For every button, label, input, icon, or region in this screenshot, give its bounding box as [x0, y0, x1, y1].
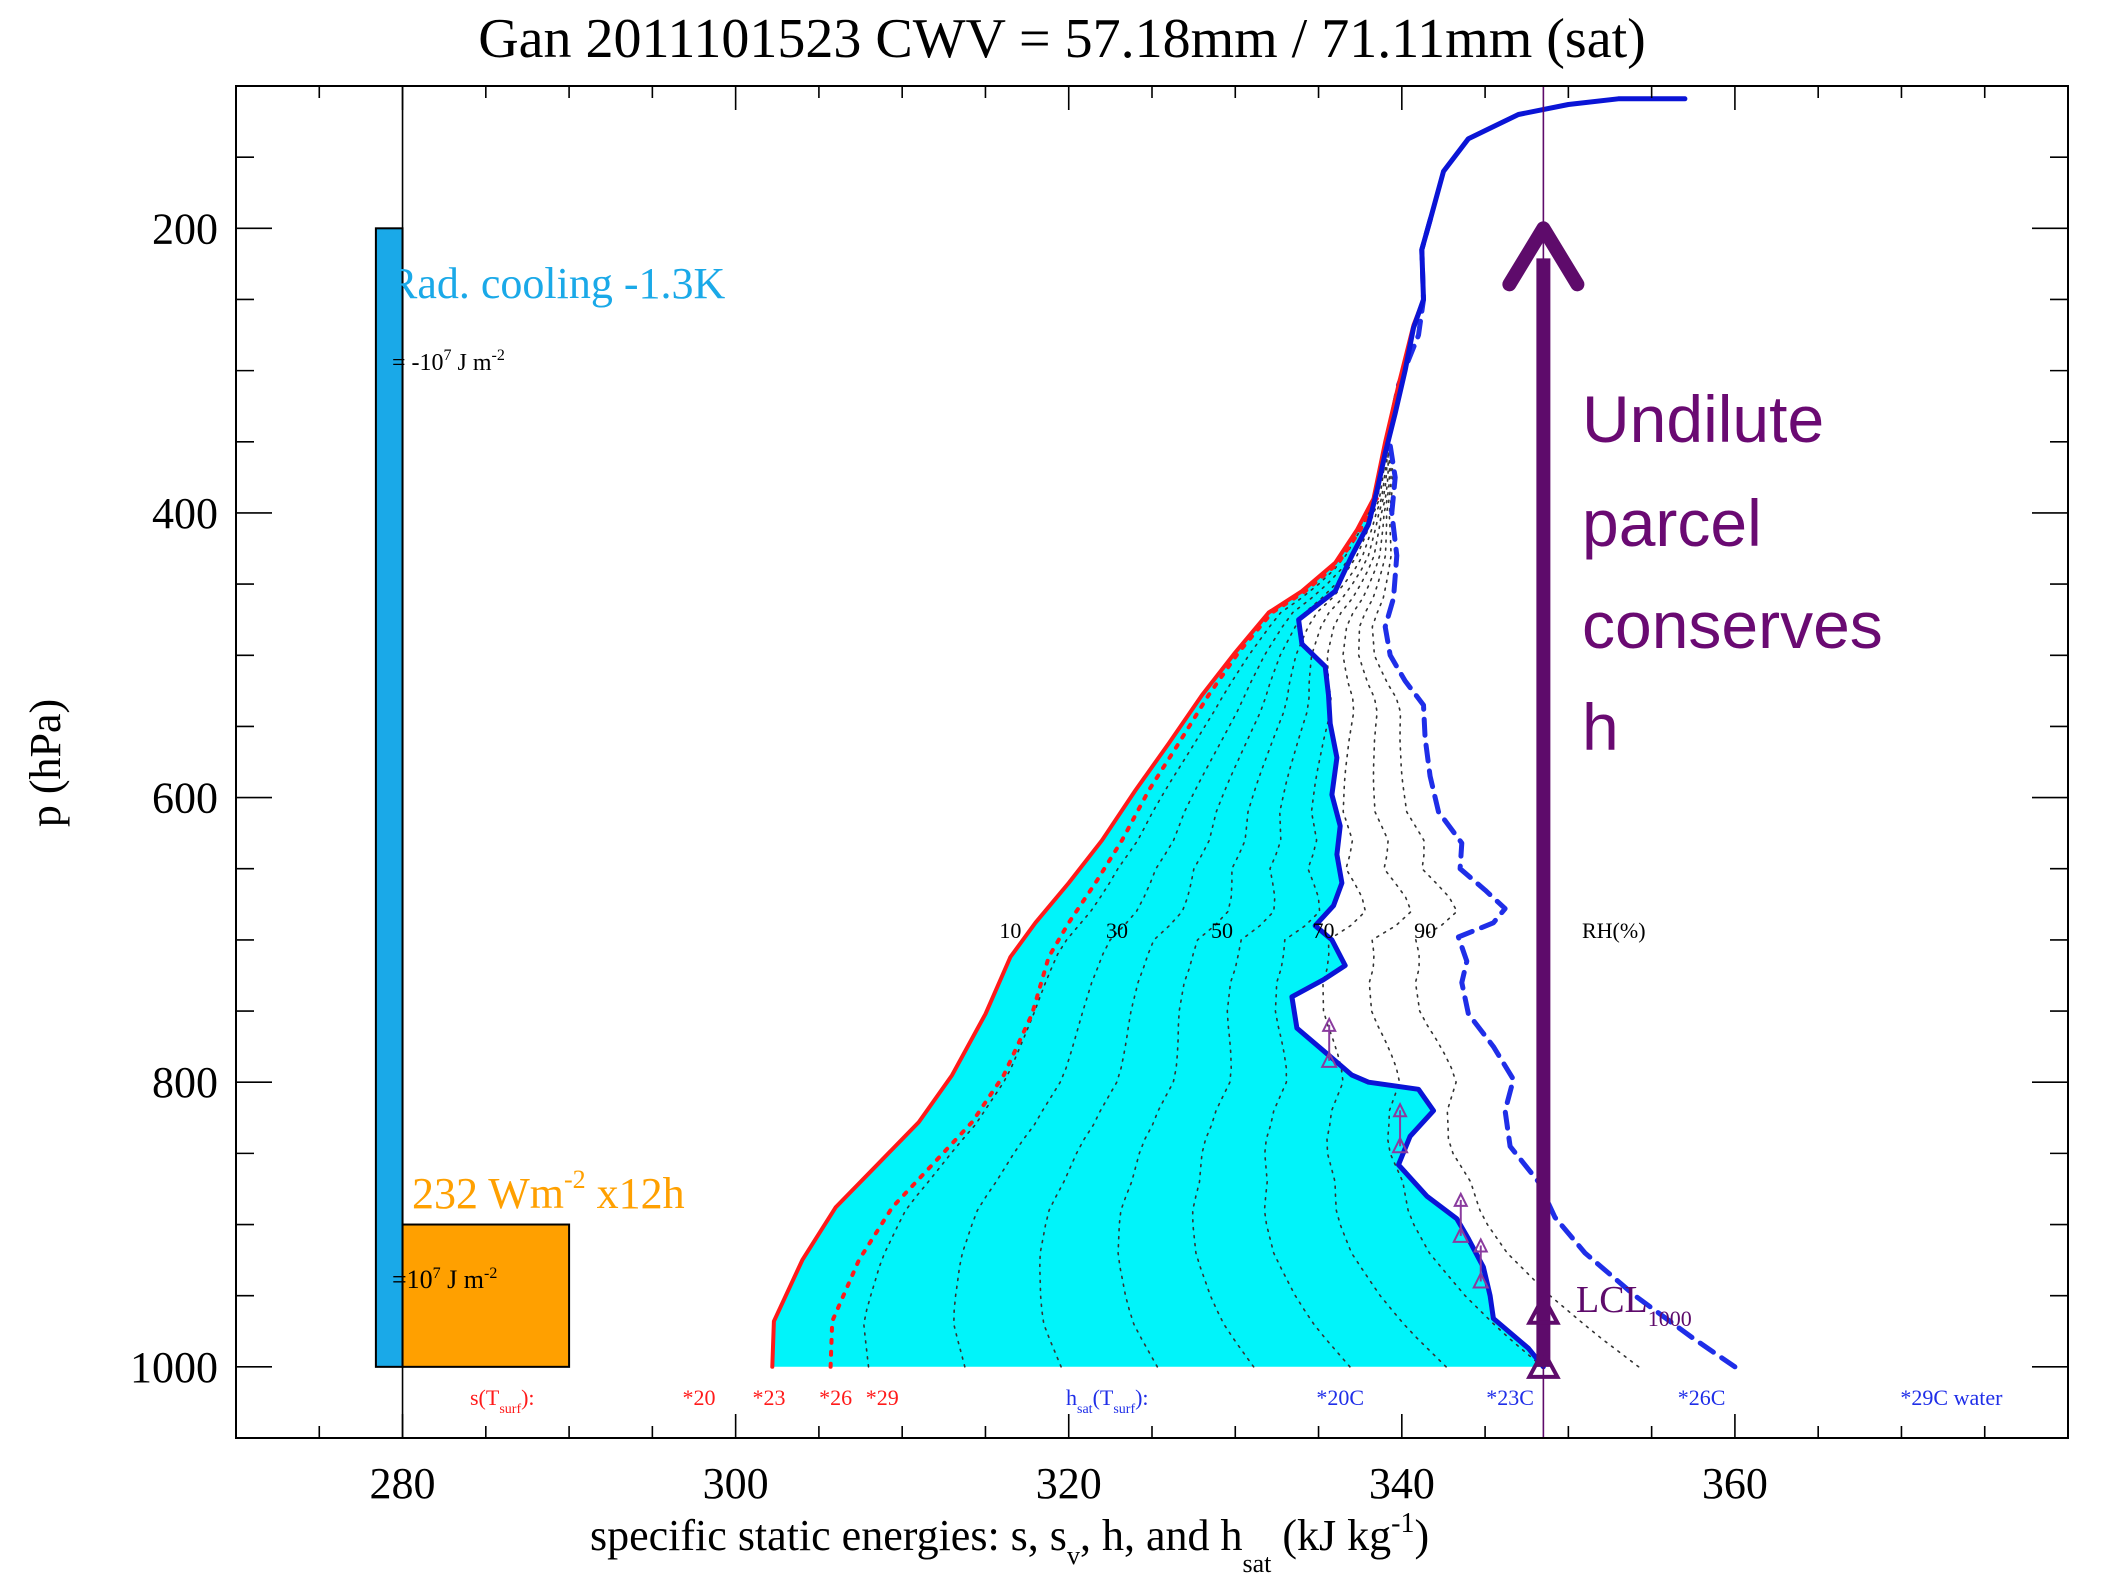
- energy-budget-bars: [374, 227, 571, 1368]
- rh-label-30: 30: [1106, 918, 1128, 943]
- parcel-text-line-2: parcel: [1582, 486, 1762, 560]
- x-axis-label-close: ): [1414, 1511, 1429, 1560]
- rh-percent-label: RH(%): [1582, 918, 1646, 943]
- rh-label-10: 10: [999, 918, 1021, 943]
- rh-label-70: 70: [1313, 918, 1335, 943]
- generated-labels: 280 300 320 340 360 200 400 600 800 1000 10 30 50 70 9…: [130, 204, 2003, 1508]
- s-surface-label-sub: surf: [499, 1402, 521, 1417]
- hsat-surface-label-suffix: ):: [1135, 1385, 1148, 1410]
- y-tick-label-1000: 1000: [130, 1343, 218, 1392]
- x-axis-label-sub-sat: sat: [1242, 1549, 1272, 1578]
- hsat-surface-label-prefix: h: [1066, 1385, 1077, 1410]
- surface-flux-label: 232 Wm-2 x12h: [412, 1165, 685, 1218]
- surface-flux-label-suffix: x12h: [586, 1169, 685, 1218]
- chart-title: Gan 2011101523 CWV = 57.18mm / 71.11mm (…: [478, 8, 1646, 70]
- h-profile-line: [1289, 96, 1688, 1370]
- parcel-arrow-group: [1320, 86, 1585, 1438]
- y-tick-label-200: 200: [152, 204, 218, 253]
- x-axis-label-main: specific static energies: s, s: [590, 1511, 1067, 1560]
- rh-isoline-10: [862, 369, 1404, 1368]
- x-axis-label: specific static energies: s, sv, h, and …: [590, 1508, 1429, 1578]
- lcl-label-sub: 1000: [1648, 1306, 1692, 1331]
- parcel-marker-base-2: [1452, 1225, 1470, 1243]
- x-tick-label-300: 300: [703, 1459, 769, 1508]
- y-tick-label-600: 600: [152, 774, 218, 823]
- parcel-marker-head-0: [1321, 1016, 1337, 1032]
- hsat-surface-mark-3: *29C water: [1900, 1385, 2003, 1410]
- parcel-marker-base-0: [1320, 1050, 1338, 1068]
- parcel-marker-head-2: [1453, 1191, 1469, 1207]
- hsat-surface-mark-2: *26C: [1678, 1385, 1726, 1410]
- surface-flux-energy-sup: 7: [433, 1265, 441, 1282]
- rh-isoline-30: [1038, 369, 1404, 1368]
- rh-label-90: 90: [1414, 918, 1436, 943]
- parcel-marker-base-1: [1391, 1136, 1409, 1154]
- hsat-surface-label-sub1: sat: [1077, 1402, 1093, 1417]
- lcl-label-main: LCL: [1576, 1279, 1648, 1321]
- y-tick-label-800: 800: [152, 1058, 218, 1107]
- rad-cooling-energy-main: = -10: [392, 350, 444, 376]
- plot-axes: [235, 85, 2069, 1439]
- surface-flux-energy-unit: J m: [441, 1265, 484, 1294]
- parcel-marker-head-1: [1392, 1102, 1408, 1118]
- hsat-surface-mark-0: *20C: [1316, 1385, 1364, 1410]
- parcel-text-line-4: h: [1582, 690, 1619, 764]
- x-tick-label-320: 320: [1036, 1459, 1102, 1508]
- x-tick-label-360: 360: [1702, 1459, 1768, 1508]
- hsat-profile-line: [1382, 211, 1738, 1370]
- rad-cooling-bar: [374, 227, 404, 1368]
- rh-isoline-60: [1263, 369, 1405, 1368]
- s-surface-mark-0: *20: [682, 1385, 715, 1410]
- x-tick-label-340: 340: [1369, 1459, 1435, 1508]
- surface-flux-box: [401, 1223, 571, 1368]
- parcel-text-line-1: Undilute: [1582, 382, 1824, 456]
- surface-flux-energy-unit-sup: -2: [484, 1265, 497, 1282]
- surface-flux-label-sup: -2: [564, 1165, 586, 1194]
- surface-flux-energy-main: =10: [392, 1265, 433, 1294]
- rad-cooling-energy-sup: 7: [444, 347, 452, 364]
- x-axis-label-sub-v: v: [1067, 1541, 1080, 1570]
- rh-shaded-region: [772, 299, 1544, 1367]
- x-axis-label-mid: , h, and h: [1080, 1511, 1243, 1560]
- parcel-marker-head-3: [1473, 1237, 1489, 1253]
- hsat-surface-label: hsat(Tsurf):: [1066, 1385, 1149, 1417]
- rad-cooling-energy: = -107 J m-2: [392, 347, 505, 376]
- parcel-text-line-3: conserves: [1582, 588, 1883, 662]
- y-tick-label-400: 400: [152, 489, 218, 538]
- rh-shading-area: [772, 299, 1544, 1367]
- hsat-surface-label-mid: (T: [1093, 1385, 1114, 1410]
- x-tick-label-280: 280: [370, 1459, 436, 1508]
- rh-label-50: 50: [1211, 918, 1233, 943]
- parcel-arrow-head: [1502, 221, 1585, 292]
- rad-cooling-energy-unit-sup: -2: [492, 347, 505, 364]
- parcel-marker-base-3: [1472, 1271, 1490, 1289]
- rh-isoline-80: [1357, 369, 1544, 1368]
- y-axis-label: p (hPa): [21, 699, 70, 827]
- lcl-label: LCL1000: [1576, 1279, 1692, 1331]
- s-surface-label: s(Tsurf):: [470, 1385, 535, 1417]
- lcl-marker: [1526, 1292, 1561, 1325]
- x-axis-label-unit-sup: -1: [1391, 1508, 1414, 1539]
- s-surface-mark-2: *26: [819, 1385, 852, 1410]
- profile-lines: [770, 96, 1738, 1370]
- s-surface-label-suffix: ):: [521, 1385, 534, 1410]
- rad-cooling-label: Rad. cooling -1.3K: [388, 259, 726, 308]
- surface-parcel-marker: [1526, 1346, 1561, 1379]
- rad-cooling-energy-unit: J m: [452, 350, 492, 376]
- x-axis-label-unit: (kJ kg: [1271, 1511, 1391, 1560]
- s-surface-mark-1: *23: [752, 1385, 785, 1410]
- hsat-surface-label-sub2: surf: [1113, 1402, 1135, 1417]
- hsat-surface-mark-1: *23C: [1486, 1385, 1534, 1410]
- surface-flux-label-main: 232 Wm: [412, 1169, 564, 1218]
- rh-isoline-50: [1191, 369, 1404, 1368]
- s-surface-label-prefix: s(T: [470, 1385, 500, 1410]
- surface-flux-energy: =107 J m-2: [392, 1265, 497, 1294]
- s-surface-mark-3: *29: [866, 1385, 899, 1410]
